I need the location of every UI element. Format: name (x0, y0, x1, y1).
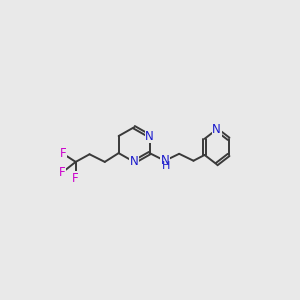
Text: F: F (72, 172, 79, 184)
Text: N: N (145, 130, 154, 142)
Text: N: N (212, 123, 221, 136)
Text: N: N (130, 155, 139, 168)
Text: F: F (59, 166, 66, 179)
Text: N: N (160, 154, 169, 167)
Text: F: F (60, 147, 67, 160)
Text: H: H (162, 161, 170, 171)
